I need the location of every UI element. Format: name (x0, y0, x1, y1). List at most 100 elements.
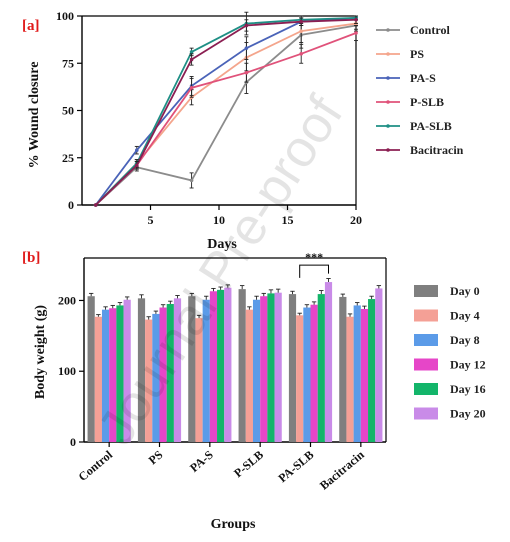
bar (137, 298, 146, 442)
legend-label: PA-S (410, 71, 436, 85)
legend-marker (386, 28, 390, 32)
legend-marker (386, 100, 390, 104)
panel-b-letter: [b] (22, 250, 40, 266)
legend-swatch (414, 407, 438, 420)
data-point (354, 31, 358, 35)
legend-label: Day 12 (450, 358, 486, 372)
data-point (299, 29, 304, 33)
bar (360, 308, 369, 442)
legend-swatch (414, 383, 438, 395)
legend-swatch (414, 309, 438, 322)
bar (159, 307, 167, 442)
panel-a-x-tick-label: 5 (148, 213, 154, 227)
bar (324, 282, 333, 442)
bar (310, 304, 318, 442)
bar (368, 299, 376, 442)
series-line (95, 24, 357, 206)
panel-b-y-tick-label: 200 (58, 293, 76, 307)
bar (224, 287, 232, 442)
bar (209, 291, 218, 442)
bar (166, 304, 174, 442)
legend-label: Bacitracin (410, 143, 464, 157)
panel-a-x-tick-label: 20 (350, 213, 362, 227)
panel-a-y-tick-label: 25 (62, 151, 74, 165)
legend-label: Control (410, 23, 450, 37)
panel-b-ylabel: Body weight (g) (33, 305, 48, 399)
data-point (244, 23, 249, 28)
data-point (189, 57, 194, 62)
data-point (299, 52, 304, 56)
legend-label: Day 16 (450, 382, 486, 396)
bar (152, 313, 160, 442)
bar (123, 299, 131, 442)
legend-swatch (414, 334, 438, 346)
panel-a-x-tick-label: 10 (213, 213, 225, 227)
bar (173, 298, 182, 442)
bar (188, 296, 196, 442)
panel-a-y-tick-label: 75 (62, 56, 74, 70)
bar (288, 294, 297, 442)
panel-a-y-tick-label: 0 (68, 198, 74, 212)
panel-b-y-tick-label: 100 (58, 364, 76, 378)
bar (238, 289, 246, 442)
series-line (95, 16, 357, 206)
bar (375, 288, 383, 442)
legend-marker (386, 124, 390, 128)
bar (217, 289, 225, 442)
legend-label: Day 8 (450, 333, 480, 347)
panel-b-x-tick-label: Bacitracin (317, 447, 367, 492)
panel-a-x-tick-label: 15 (282, 213, 294, 227)
legend-label: Day 0 (450, 284, 480, 298)
bar (145, 319, 153, 442)
bar (267, 293, 275, 442)
panel-a-letter: [a] (22, 18, 40, 34)
bar (274, 292, 282, 442)
bar (116, 305, 124, 442)
data-point (299, 19, 304, 24)
legend-label: PS (410, 47, 424, 61)
legend-swatch (414, 285, 438, 297)
panel-b-x-tick-label: PS (146, 447, 166, 467)
bar (109, 308, 117, 442)
bar (87, 296, 95, 442)
data-point (135, 163, 139, 168)
legend-label: PA-SLB (410, 119, 452, 133)
bar (260, 296, 268, 442)
panel-a-y-tick-label: 100 (56, 9, 74, 23)
bar (353, 305, 361, 442)
panel-a-xlabel: Days (207, 237, 237, 252)
series-line (95, 18, 357, 206)
significance-label: *** (305, 250, 323, 264)
legend-marker (386, 76, 390, 80)
bar (101, 309, 110, 442)
legend-label: Day 20 (450, 407, 486, 421)
bar (252, 299, 261, 442)
data-point (189, 86, 194, 90)
legend-marker (386, 52, 390, 56)
legend-label: P-SLB (410, 95, 444, 109)
bar (346, 316, 354, 442)
bar (303, 307, 311, 442)
bar (94, 316, 102, 442)
data-point (354, 17, 358, 22)
panel-b-xlabel: Groups (211, 517, 256, 532)
bar (296, 315, 304, 442)
panel-b-x-tick-label: PA-S (187, 447, 216, 475)
panel-b-legend: Day 0 Day 4 Day 8 Day 12 Day 16 Day 20 (414, 284, 486, 421)
bar (317, 294, 325, 442)
bar (202, 299, 210, 442)
data-point (189, 50, 194, 54)
panel-a-ylabel: % Wound closure (27, 62, 42, 169)
bar (245, 309, 253, 442)
data-point (189, 178, 194, 183)
legend-swatch (414, 358, 438, 371)
significance-bracket (299, 264, 329, 278)
panel-a-chart: 0 25 50 75 100 5 10 15 20 (56, 9, 362, 227)
panel-b-y-tick-label: 0 (70, 435, 76, 449)
data-point (93, 203, 98, 207)
panel-a-legend: Control PS PA-S P-SLB PA-SLB Bacitracin (376, 23, 464, 157)
panel-b-x-tick-label: P-SLB (231, 448, 266, 481)
data-point (244, 70, 249, 75)
data-point (135, 148, 139, 152)
